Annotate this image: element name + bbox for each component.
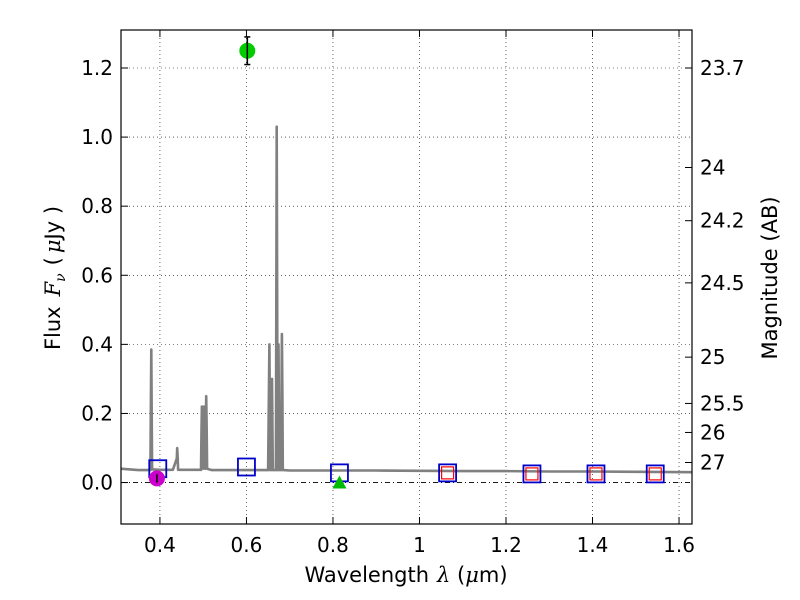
y-tick-label: 0.2 bbox=[81, 401, 113, 425]
plot-frame bbox=[120, 29, 693, 525]
y-tick-labels: 0.0 0.2 0.4 0.6 0.8 1.0 1.2 bbox=[81, 56, 113, 495]
y2-tick-label: 23.7 bbox=[700, 56, 745, 80]
data-series bbox=[120, 36, 693, 489]
axis-ticks bbox=[121, 30, 692, 524]
y2-tick-label: 26 bbox=[700, 420, 725, 444]
observed-photometry-point bbox=[589, 467, 603, 481]
model-photometry-point bbox=[237, 457, 256, 477]
y2-tick-label: 24 bbox=[700, 155, 725, 179]
model-photometry-point bbox=[645, 464, 665, 484]
model-photometry-point bbox=[522, 464, 542, 484]
y2-tick-label: 24.5 bbox=[700, 271, 745, 295]
x-tick-label: 0.6 bbox=[231, 533, 263, 557]
x-tick-label: 1.2 bbox=[490, 533, 522, 557]
observed-photometry-point bbox=[440, 466, 455, 480]
x-tick-label: 0.4 bbox=[144, 533, 176, 557]
y2-tick-labels: 23.7 24 24.2 24.5 25 25.5 26 27 bbox=[700, 56, 745, 475]
y-tick-label: 0.6 bbox=[81, 263, 113, 287]
spectrum-line bbox=[120, 125, 693, 474]
x-tick-label: 0.8 bbox=[317, 533, 349, 557]
y-tick-label: 0.8 bbox=[81, 194, 113, 218]
y2-tick-label: 24.2 bbox=[700, 209, 745, 233]
x-tick-label: 1 bbox=[413, 533, 426, 557]
y-axis-label: FluxFν(μJy ) bbox=[41, 206, 69, 350]
model-photometry-point bbox=[438, 463, 457, 483]
upper-limit-marker bbox=[332, 475, 347, 489]
y-tick-label: 1.2 bbox=[81, 56, 113, 80]
observed-photometry-point bbox=[525, 467, 539, 481]
x-tick-labels: 0.4 0.6 0.8 1 1.2 1.4 1.6 bbox=[144, 533, 695, 557]
y2-axis-label: Magnitude (AB) bbox=[758, 196, 782, 359]
x-tick-label: 1.4 bbox=[577, 533, 609, 557]
y-tick-label: 0.0 bbox=[81, 471, 113, 495]
y-tick-label: 0.4 bbox=[81, 332, 113, 356]
y-tick-label: 1.0 bbox=[81, 125, 113, 149]
observed-photometry-point bbox=[648, 467, 662, 481]
y2-tick-label: 27 bbox=[700, 451, 725, 475]
x-axis-label: Wavelength λ (μm) bbox=[304, 563, 507, 587]
y2-tick-label: 25 bbox=[700, 345, 725, 369]
y2-tick-label: 25.5 bbox=[700, 391, 745, 415]
model-photometry-point bbox=[586, 464, 606, 484]
x-tick-label: 1.6 bbox=[663, 533, 695, 557]
